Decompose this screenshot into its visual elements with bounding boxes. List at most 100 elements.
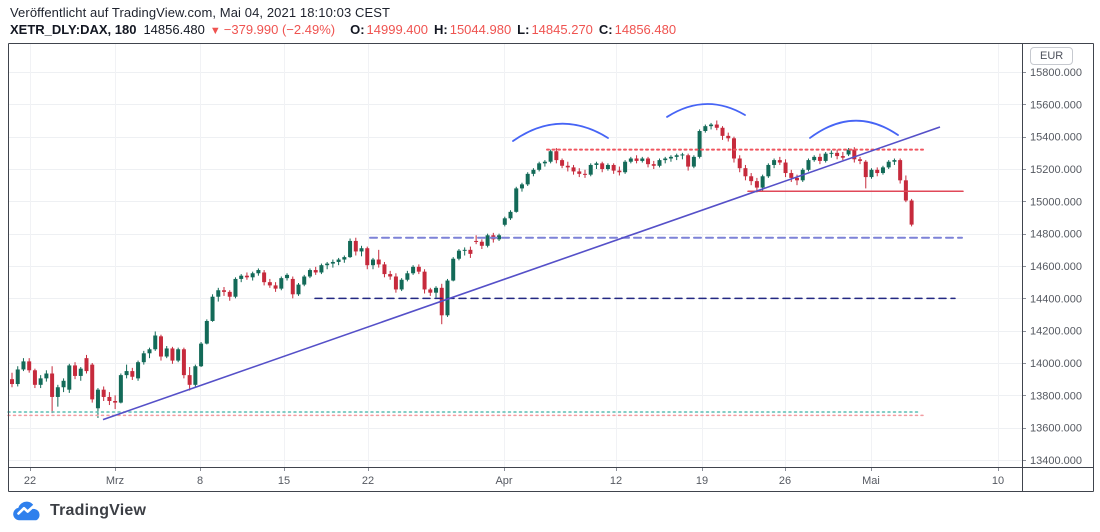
- candle-body: [216, 290, 221, 297]
- candle-body: [605, 164, 610, 170]
- candle-body: [359, 248, 364, 252]
- candle-body: [766, 164, 771, 177]
- candle-body: [307, 270, 312, 277]
- candle-body: [875, 169, 880, 174]
- candle-body: [411, 266, 416, 274]
- candle-body: [302, 276, 307, 285]
- price-axis-label: 15800.000: [1030, 67, 1082, 79]
- candle-body: [846, 149, 851, 155]
- candle-body: [674, 155, 679, 157]
- price-axis-label: 13400.000: [1030, 455, 1082, 467]
- candle-body: [554, 151, 559, 161]
- candle-body: [187, 375, 192, 385]
- symbol-name: XETR_DLY:DAX, 180: [10, 22, 137, 37]
- candle-body: [594, 163, 599, 165]
- candle-body: [176, 349, 181, 361]
- left-shoulder-arc: [512, 122, 609, 142]
- time-axis-label: 22: [24, 475, 36, 487]
- candle-body: [32, 370, 37, 385]
- candle-body: [479, 241, 484, 246]
- price-axis-label: 15400.000: [1030, 132, 1082, 144]
- candle-body: [262, 272, 267, 283]
- candle-body: [370, 259, 375, 266]
- candle-body: [817, 156, 822, 161]
- tradingview-logo[interactable]: TradingView: [13, 500, 146, 521]
- drawings: [7, 103, 964, 421]
- candle-body: [84, 358, 89, 372]
- candle-body: [61, 380, 66, 388]
- candle-body: [772, 160, 777, 165]
- candle-body: [124, 371, 129, 376]
- candle-body: [783, 162, 788, 174]
- candle-body: [290, 278, 295, 295]
- candle-body: [193, 366, 198, 385]
- candle-body: [244, 275, 249, 278]
- candle-body: [416, 266, 421, 272]
- candle-body: [514, 188, 519, 212]
- candle-body: [130, 371, 135, 377]
- candle-body: [313, 270, 318, 273]
- candle-body: [267, 282, 272, 286]
- candle-body: [181, 349, 186, 376]
- candle-body: [898, 160, 903, 181]
- candle-body: [577, 171, 582, 174]
- candle-body: [101, 389, 106, 397]
- candle-body: [795, 177, 800, 181]
- candle-body: [628, 158, 633, 162]
- candle-body: [909, 200, 914, 225]
- price-axis-label: 15000.000: [1030, 196, 1082, 208]
- candle-body: [737, 158, 742, 169]
- candle-body: [731, 138, 736, 159]
- price-axis-label: 13800.000: [1030, 390, 1082, 402]
- candle-body: [222, 290, 227, 292]
- candle-body: [886, 161, 891, 168]
- candle-body: [348, 240, 353, 258]
- time-axis-label: Mai: [862, 475, 880, 487]
- candle-body: [760, 176, 765, 188]
- candle-body: [588, 164, 593, 175]
- candle-body: [199, 343, 204, 367]
- candle-body: [158, 336, 163, 357]
- candle-body: [210, 296, 215, 321]
- time-axis-label: 19: [696, 475, 708, 487]
- candle-body: [325, 263, 330, 266]
- close-value: 14856.480: [614, 22, 677, 37]
- candle-body: [531, 169, 536, 174]
- candle-body: [657, 160, 662, 166]
- right-shoulder-arc: [809, 119, 899, 139]
- candle-body: [336, 259, 341, 262]
- time-axis-label: 12: [610, 475, 622, 487]
- candle-body: [95, 389, 100, 409]
- candle-body: [777, 160, 782, 163]
- gridlines: [8, 43, 1026, 471]
- candle-body: [250, 273, 255, 278]
- candle-body: [73, 365, 78, 376]
- candle-body: [147, 349, 152, 354]
- candle-body: [376, 259, 381, 265]
- candle-body: [118, 375, 123, 403]
- candle-body: [840, 156, 845, 158]
- price-axis-label: 14400.000: [1030, 293, 1082, 305]
- candle-body: [113, 400, 118, 403]
- candle-body: [691, 156, 696, 167]
- candle-body: [393, 276, 398, 290]
- candle-body: [634, 158, 639, 161]
- candle-body: [428, 289, 433, 293]
- candle-body: [726, 135, 731, 139]
- tradingview-logo-text: TradingView: [50, 501, 147, 519]
- candle-body: [468, 249, 473, 254]
- candle-body: [789, 173, 794, 178]
- head-arc: [666, 103, 746, 118]
- high-label: H:: [434, 22, 448, 37]
- high-value: 15044.980: [449, 22, 512, 37]
- tradingview-cloud-icon: [13, 501, 40, 521]
- candle-body: [646, 158, 651, 165]
- candle-body: [823, 153, 828, 161]
- candle-body: [812, 156, 817, 161]
- candle-body: [697, 131, 702, 157]
- currency-badge: EUR: [1030, 47, 1074, 65]
- candle-body: [560, 160, 565, 166]
- candle-body: [21, 361, 26, 370]
- candle-body: [519, 184, 524, 189]
